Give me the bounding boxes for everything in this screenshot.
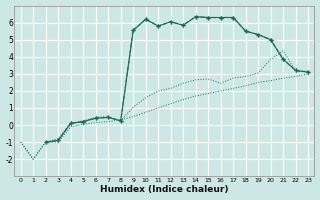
X-axis label: Humidex (Indice chaleur): Humidex (Indice chaleur) bbox=[100, 185, 229, 194]
